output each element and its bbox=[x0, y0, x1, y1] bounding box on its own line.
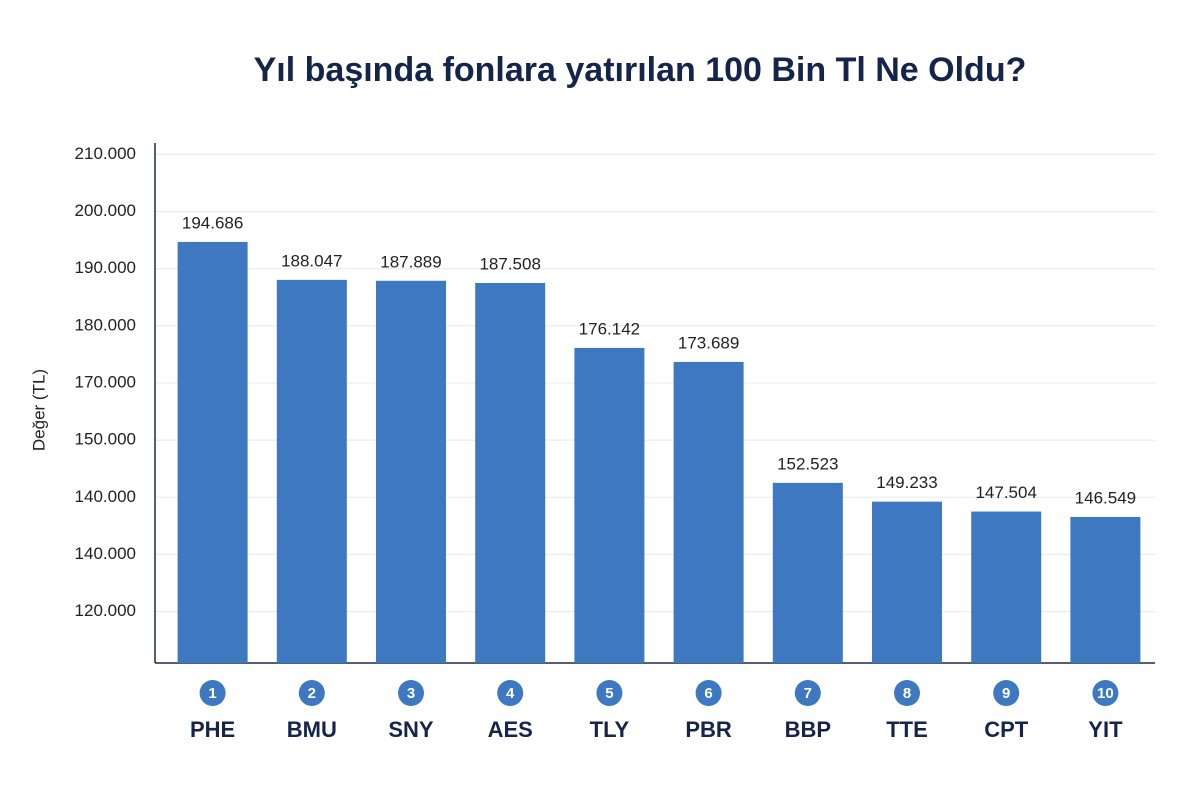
x-tick-label: PBR bbox=[685, 717, 732, 742]
y-tick-label: 150.000 bbox=[75, 430, 136, 449]
bar bbox=[574, 347, 645, 663]
number-badge bbox=[199, 680, 226, 706]
x-tick-label: YIT bbox=[1088, 717, 1123, 742]
value-label: 187.889 bbox=[380, 252, 441, 271]
y-tick-label: 210.000 bbox=[75, 144, 136, 163]
number-badge bbox=[894, 680, 920, 706]
number-badge bbox=[497, 680, 524, 706]
category-number: 8 bbox=[903, 685, 911, 702]
bar bbox=[673, 361, 744, 663]
category-number: 3 bbox=[407, 685, 415, 702]
number-badge bbox=[1092, 680, 1119, 706]
value-label: 187.508 bbox=[479, 254, 540, 273]
y-tick-label: 140.000 bbox=[75, 487, 136, 506]
bar bbox=[772, 482, 843, 663]
value-label: 149.233 bbox=[876, 473, 937, 492]
bar bbox=[177, 241, 248, 664]
value-label: 188.047 bbox=[281, 251, 342, 270]
number-badge bbox=[596, 680, 623, 706]
y-tick-label: 190.000 bbox=[75, 258, 136, 277]
bar bbox=[971, 511, 1042, 663]
category-number: 5 bbox=[605, 685, 613, 702]
x-tick-label: AES bbox=[488, 717, 533, 742]
y-axis-label: Değer (TL) bbox=[29, 369, 48, 451]
number-badge bbox=[398, 680, 424, 706]
number-badge bbox=[794, 680, 821, 706]
bar bbox=[475, 282, 546, 663]
y-tick-label: 120.000 bbox=[75, 601, 136, 620]
value-label: 147.504 bbox=[975, 483, 1036, 502]
category-number: 10 bbox=[1097, 685, 1114, 702]
value-label: 146.549 bbox=[1075, 488, 1136, 507]
x-tick-label: TLY bbox=[590, 717, 630, 742]
category-number: 4 bbox=[506, 685, 515, 702]
bar bbox=[1070, 517, 1141, 663]
number-badge bbox=[695, 680, 722, 706]
y-tick-label: 180.000 bbox=[75, 315, 136, 334]
category-number: 6 bbox=[704, 685, 712, 702]
bar bbox=[276, 279, 347, 663]
value-label: 194.686 bbox=[182, 213, 243, 232]
y-tick-label: 170.000 bbox=[75, 372, 136, 391]
x-tick-label: CPT bbox=[984, 717, 1029, 742]
number-badge bbox=[993, 680, 1020, 706]
x-tick-label: TTE bbox=[886, 717, 928, 742]
bar bbox=[376, 280, 446, 663]
value-label: 152.523 bbox=[777, 454, 838, 473]
y-tick-label: 200.000 bbox=[75, 201, 136, 220]
category-number: 2 bbox=[308, 685, 316, 702]
value-label: 173.689 bbox=[678, 333, 739, 352]
number-badge bbox=[298, 680, 325, 706]
category-number: 7 bbox=[804, 685, 812, 702]
y-tick-label: 140.000 bbox=[75, 544, 136, 563]
x-tick-label: PHE bbox=[190, 717, 235, 742]
chart-title: Yıl başında fonlara yatırılan 100 Bin Tl… bbox=[254, 51, 1027, 89]
category-number: 1 bbox=[208, 685, 216, 702]
x-tick-label: BMU bbox=[287, 717, 337, 742]
value-label: 176.142 bbox=[579, 319, 640, 338]
bar bbox=[872, 501, 942, 663]
x-tick-label: SNY bbox=[388, 717, 434, 742]
x-tick-label: BBP bbox=[785, 717, 831, 742]
category-number: 9 bbox=[1002, 685, 1010, 702]
